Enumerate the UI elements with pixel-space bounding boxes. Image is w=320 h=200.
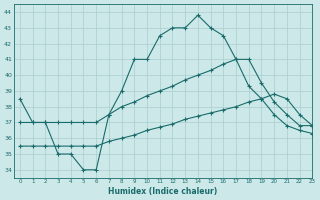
- X-axis label: Humidex (Indice chaleur): Humidex (Indice chaleur): [108, 187, 218, 196]
